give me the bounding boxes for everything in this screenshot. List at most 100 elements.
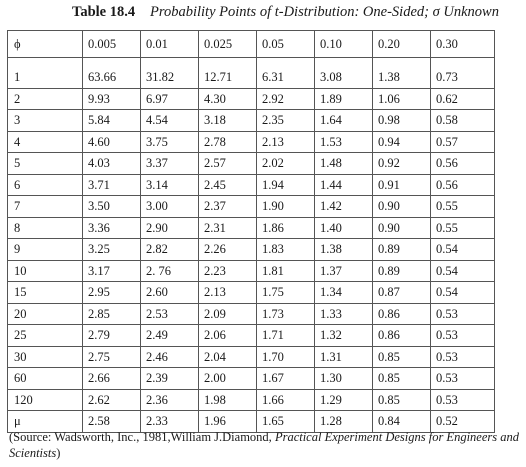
table-row: 5 4.03 3.37 2.57 2.02 1.48 0.92 0.56 (7, 152, 495, 175)
table-row: 4 4.60 3.75 2.78 2.13 1.53 0.94 0.57 (7, 130, 495, 153)
column-header: ϕ (7, 30, 83, 58)
value-cell: 2.06 (198, 324, 257, 347)
df-cell: 2 (7, 87, 83, 110)
table-row: 10 3.17 2. 76 2.23 1.81 1.37 0.89 0.54 (7, 259, 495, 282)
value-cell: 1.31 (314, 345, 373, 368)
value-cell: 0.53 (430, 345, 495, 368)
df-cell: 7 (7, 195, 83, 218)
value-cell: 1.98 (198, 388, 257, 411)
value-cell: 2.04 (198, 345, 257, 368)
value-cell: 1.38 (372, 57, 431, 89)
value-cell: 2.66 (82, 367, 141, 390)
value-cell: 0.84 (372, 410, 431, 433)
table-row: 25 2.79 2.49 2.06 1.71 1.32 0.86 0.53 (7, 324, 495, 347)
df-cell: 1 (7, 57, 83, 89)
value-cell: 0.90 (372, 216, 431, 239)
value-cell: 2.53 (140, 302, 199, 325)
value-cell: 1.44 (314, 173, 373, 196)
df-cell: 6 (7, 173, 83, 196)
value-cell: 1.81 (256, 259, 315, 282)
value-cell: 3.17 (82, 259, 141, 282)
value-cell: 0.54 (430, 238, 495, 261)
value-cell: 2.49 (140, 324, 199, 347)
value-cell: 2.31 (198, 216, 257, 239)
df-cell: 30 (7, 345, 83, 368)
table-row: 1 63.66 31.82 12.71 6.31 3.08 1.38 0.73 (7, 57, 495, 89)
value-cell: 0.55 (430, 195, 495, 218)
value-cell: 3.14 (140, 173, 199, 196)
table-row: 9 3.25 2.82 2.26 1.83 1.38 0.89 0.54 (7, 238, 495, 261)
t-distribution-table: ϕ 0.005 0.01 0.025 0.05 0.10 0.20 0.30 1… (7, 30, 495, 433)
df-cell: 15 (7, 281, 83, 304)
value-cell: 1.37 (314, 259, 373, 282)
value-cell: 0.91 (372, 173, 431, 196)
value-cell: 0.92 (372, 152, 431, 175)
value-cell: 2.46 (140, 345, 199, 368)
value-cell: 1.29 (314, 388, 373, 411)
value-cell: 3.50 (82, 195, 141, 218)
column-header: 0.10 (314, 30, 373, 58)
df-cell: 25 (7, 324, 83, 347)
value-cell: 0.85 (372, 388, 431, 411)
value-cell: 2.35 (256, 109, 315, 132)
value-cell: 5.84 (82, 109, 141, 132)
column-header: 0.01 (140, 30, 199, 58)
column-header: 0.20 (372, 30, 431, 58)
value-cell: 0.52 (430, 410, 495, 433)
value-cell: 1.06 (372, 87, 431, 110)
value-cell: 1.34 (314, 281, 373, 304)
value-cell: 0.73 (430, 57, 495, 89)
table-row: 15 2.95 2.60 2.13 1.75 1.34 0.87 0.54 (7, 281, 495, 304)
value-cell: 0.89 (372, 259, 431, 282)
value-cell: 0.54 (430, 259, 495, 282)
value-cell: 1.89 (314, 87, 373, 110)
column-header: 0.005 (82, 30, 141, 58)
value-cell: 2.82 (140, 238, 199, 261)
value-cell: 2.92 (256, 87, 315, 110)
df-cell: 8 (7, 216, 83, 239)
value-cell: 2.13 (198, 281, 257, 304)
source-note: (Source: Wadsworth, Inc., 1981,William J… (9, 429, 519, 461)
df-cell: 120 (7, 388, 83, 411)
value-cell: 2.58 (82, 410, 141, 433)
value-cell: 3.75 (140, 130, 199, 153)
value-cell: 3.25 (82, 238, 141, 261)
value-cell: 2.62 (82, 388, 141, 411)
value-cell: 0.56 (430, 173, 495, 196)
value-cell: 1.53 (314, 130, 373, 153)
df-cell: 9 (7, 238, 83, 261)
value-cell: 0.53 (430, 367, 495, 390)
value-cell: 4.03 (82, 152, 141, 175)
table-caption: Table 18.4 Probability Points of t-Distr… (0, 2, 526, 22)
value-cell: 0.94 (372, 130, 431, 153)
value-cell: 1.42 (314, 195, 373, 218)
value-cell: 0.86 (372, 324, 431, 347)
value-cell: 2.09 (198, 302, 257, 325)
value-cell: 1.90 (256, 195, 315, 218)
value-cell: 1.33 (314, 302, 373, 325)
value-cell: 3.36 (82, 216, 141, 239)
value-cell: 1.65 (256, 410, 315, 433)
value-cell: 6.31 (256, 57, 315, 89)
value-cell: 3.18 (198, 109, 257, 132)
value-cell: 0.62 (430, 87, 495, 110)
value-cell: 1.64 (314, 109, 373, 132)
value-cell: 2.78 (198, 130, 257, 153)
value-cell: 0.55 (430, 216, 495, 239)
value-cell: 2.60 (140, 281, 199, 304)
value-cell: 0.89 (372, 238, 431, 261)
value-cell: 1.75 (256, 281, 315, 304)
value-cell: 1.71 (256, 324, 315, 347)
value-cell: 2.57 (198, 152, 257, 175)
value-cell: 1.73 (256, 302, 315, 325)
value-cell: 0.53 (430, 324, 495, 347)
table-row: 120 2.62 2.36 1.98 1.66 1.29 0.85 0.53 (7, 388, 495, 411)
df-cell: 10 (7, 259, 83, 282)
table-title: Probability Points of t-Distribution: On… (150, 4, 499, 20)
value-cell: 0.85 (372, 345, 431, 368)
value-cell: 0.57 (430, 130, 495, 153)
value-cell: 6.97 (140, 87, 199, 110)
value-cell: 3.71 (82, 173, 141, 196)
value-cell: 63.66 (82, 57, 141, 89)
df-cell: 5 (7, 152, 83, 175)
